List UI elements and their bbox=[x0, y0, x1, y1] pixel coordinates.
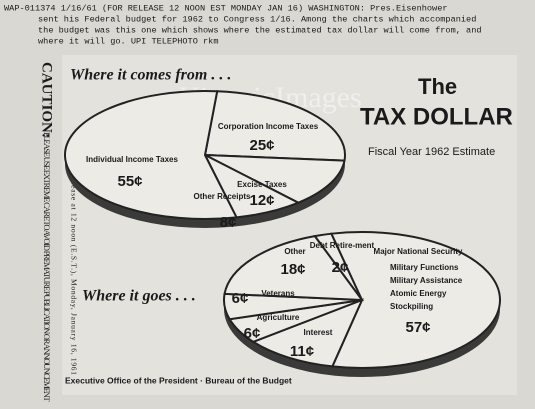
value-label: 57¢ bbox=[405, 319, 430, 336]
caption-line: the budget was this one which shows wher… bbox=[38, 25, 482, 35]
slice-annotation: Atomic Energy bbox=[390, 289, 447, 298]
slice-label: Other bbox=[284, 247, 305, 256]
slice-label: Debt Retire-ment bbox=[310, 241, 375, 250]
value-label: 55¢ bbox=[117, 173, 142, 190]
caption-line: where it will go. UPI TELEPHOTO rkm bbox=[38, 36, 219, 46]
slice-annotation: Military Functions bbox=[390, 263, 459, 272]
pie-slice bbox=[64, 90, 239, 220]
heading: TAX DOLLAR bbox=[360, 103, 513, 130]
slice-label: Major National Security bbox=[374, 247, 463, 256]
pie-slice bbox=[223, 235, 365, 302]
pie-slice bbox=[204, 154, 346, 204]
slice-label: Corporation Income Taxes bbox=[218, 122, 319, 131]
caption-line: WAP-011374 1/16/61 (FOR RELEASE 12 NOON … bbox=[4, 3, 448, 13]
caution-title: CAUTION: bbox=[39, 62, 55, 138]
pie-slice bbox=[203, 90, 346, 162]
pie-slice bbox=[329, 231, 501, 369]
slice-label: Individual Income Taxes bbox=[86, 155, 178, 164]
slice-annotation: Stockpiling bbox=[390, 302, 433, 311]
caption-line: sent his Federal budget for 1962 to Cong… bbox=[38, 14, 476, 24]
slice-annotation: Military Assistance bbox=[390, 276, 463, 285]
pie-slice bbox=[251, 298, 364, 368]
chart-title: Where it goes . . . bbox=[82, 288, 196, 305]
subheading: Fiscal Year 1962 Estimate bbox=[368, 146, 495, 158]
release-note: For release at 12 noon (E.S.T.), Monday,… bbox=[69, 160, 78, 375]
slice-label: Interest bbox=[304, 328, 333, 337]
slice-label: Excise Taxes bbox=[237, 180, 287, 189]
value-label: 25¢ bbox=[249, 137, 274, 154]
value-label: 2¢ bbox=[332, 259, 349, 276]
value-label: 8¢ bbox=[220, 214, 237, 231]
slice-label: Veterans bbox=[261, 289, 295, 298]
value-label: 6¢ bbox=[244, 325, 261, 342]
value-label: 11¢ bbox=[290, 343, 314, 360]
slice-label: Other Receipts bbox=[194, 192, 251, 201]
slice-label: Agriculture bbox=[257, 313, 300, 322]
value-label: 12¢ bbox=[249, 192, 274, 209]
footer: Executive Office of the President · Bure… bbox=[65, 375, 292, 385]
caution-text: PLEASE USE EXTREME CARE TO AVOID PREMATU… bbox=[42, 132, 52, 403]
chart-title: Where it comes from . . . bbox=[70, 67, 231, 84]
heading-small: The bbox=[418, 74, 457, 99]
value-label: 18¢ bbox=[280, 261, 305, 278]
value-label: 6¢ bbox=[232, 290, 249, 307]
